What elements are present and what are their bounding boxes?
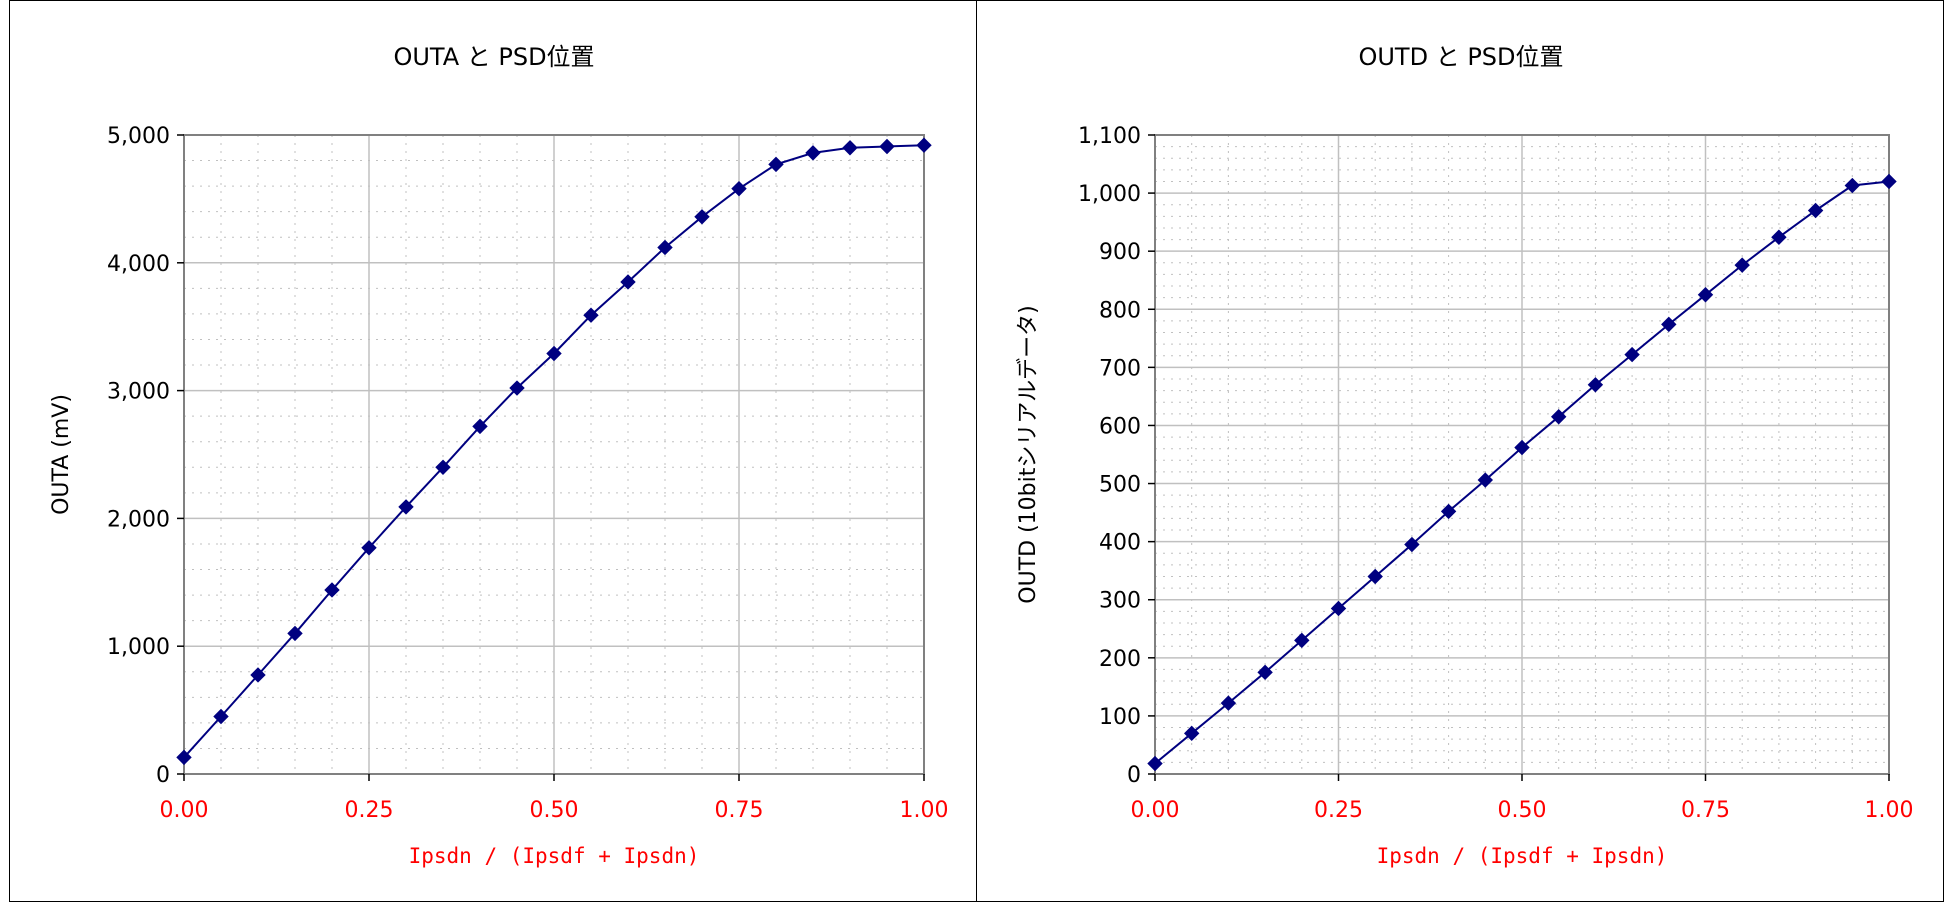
x-tick-label: 0.25	[345, 798, 394, 823]
data-point-marker	[1477, 472, 1494, 488]
data-point-marker	[1514, 439, 1530, 456]
y-tick-label: 4,000	[107, 252, 170, 277]
y-tick-label: 0	[1127, 763, 1141, 788]
data-point-marker	[1257, 664, 1273, 681]
data-point-marker	[1661, 316, 1677, 333]
outd-chart-svg: OUTD と PSD位置 0 100 200 300 400 500 600 700 800 900…	[1016, 43, 1914, 868]
data-point-marker	[1220, 695, 1237, 711]
x-tick-label: 1.00	[900, 798, 949, 823]
data-point-marker	[1587, 377, 1604, 393]
data-point-marker	[546, 345, 562, 362]
outa-chart-svg: OUTA と PSD位置 0 1,000 2,000 3,000 4,000 5,000 0.…	[49, 43, 949, 868]
y-tick-label: 1,000	[1078, 182, 1141, 207]
x-axis-label: Ipsdn / (Ipsdf + Ipsdn)	[1377, 844, 1668, 868]
y-tick-label: 3,000	[107, 380, 170, 405]
data-point-marker	[1734, 257, 1750, 273]
data-point-marker	[1147, 755, 1163, 772]
x-tick-label: 0.25	[1314, 798, 1363, 823]
x-tick-label: 0.00	[160, 798, 209, 823]
data-point-marker	[1697, 287, 1714, 303]
data-point-marker	[694, 209, 710, 225]
y-tick-label: 1,000	[107, 635, 170, 660]
data-point-marker	[361, 540, 377, 556]
y-tick-label: 1,100	[1078, 124, 1141, 149]
chart-title: OUTD と PSD位置	[1358, 43, 1563, 71]
data-point-marker	[1330, 600, 1347, 617]
chart-title: OUTA と PSD位置	[393, 43, 594, 71]
x-tick-label: 0.50	[530, 798, 579, 823]
y-tick-label: 100	[1099, 705, 1141, 730]
data-point-marker	[1771, 229, 1787, 245]
data-point-marker	[1624, 346, 1640, 363]
y-axis-label: OUTA (mV)	[49, 394, 74, 515]
data-point-marker	[583, 307, 599, 323]
x-axis-label: Ipsdn / (Ipsdf + Ipsdn)	[409, 844, 700, 868]
y-axis-label: OUTD (10bitシリアルデータ)	[1016, 305, 1041, 603]
y-tick-label: 900	[1099, 240, 1141, 265]
x-tick-label: 1.00	[1865, 798, 1914, 823]
data-point-marker	[176, 749, 192, 766]
data-point-marker	[287, 625, 303, 642]
data-point-marker	[879, 138, 895, 155]
data-point-marker	[916, 137, 932, 153]
data-point-marker	[472, 418, 488, 435]
data-point-marker	[620, 274, 636, 290]
y-tick-label: 5,000	[107, 124, 170, 149]
y-tick-label: 800	[1099, 298, 1141, 323]
y-tick-label: 0	[156, 763, 170, 788]
data-point-marker	[1404, 536, 1420, 553]
data-point-marker	[768, 156, 784, 173]
data-point-marker	[1367, 568, 1383, 585]
data-point-marker	[1440, 503, 1457, 520]
data-point-marker	[509, 380, 525, 396]
y-tick-label: 300	[1099, 589, 1141, 614]
y-tick-label: 200	[1099, 647, 1141, 672]
y-tick-label: 2,000	[107, 507, 170, 532]
data-point-marker	[250, 667, 266, 683]
data-point-marker	[1844, 177, 1861, 194]
data-point-marker	[435, 459, 451, 475]
chart-panel-outa: OUTA と PSD位置 0 1,000 2,000 3,000 4,000 5,000 0.…	[9, 0, 977, 902]
data-point-marker	[1294, 632, 1310, 649]
data-point-marker	[213, 708, 229, 725]
data-point-marker	[1807, 202, 1824, 219]
x-tick-label: 0.75	[715, 798, 764, 823]
data-point-marker	[805, 145, 821, 161]
data-point-marker	[1881, 173, 1897, 190]
y-tick-label: 500	[1099, 473, 1141, 498]
y-tick-label: 400	[1099, 531, 1141, 556]
x-tick-label: 0.00	[1131, 798, 1180, 823]
data-point-marker	[657, 239, 673, 256]
data-point-marker	[842, 140, 858, 156]
y-tick-label: 600	[1099, 414, 1141, 439]
data-point-marker	[324, 582, 340, 598]
y-tick-label: 700	[1099, 356, 1141, 381]
data-point-marker	[1183, 725, 1200, 742]
x-tick-label: 0.50	[1498, 798, 1547, 823]
x-tick-label: 0.75	[1681, 798, 1730, 823]
chart-panel-outd: OUTD と PSD位置 0 100 200 300 400 500 600 700 800 900…	[976, 0, 1944, 902]
data-point-marker	[731, 180, 747, 197]
data-point-marker	[398, 499, 414, 515]
data-point-marker	[1550, 409, 1567, 425]
